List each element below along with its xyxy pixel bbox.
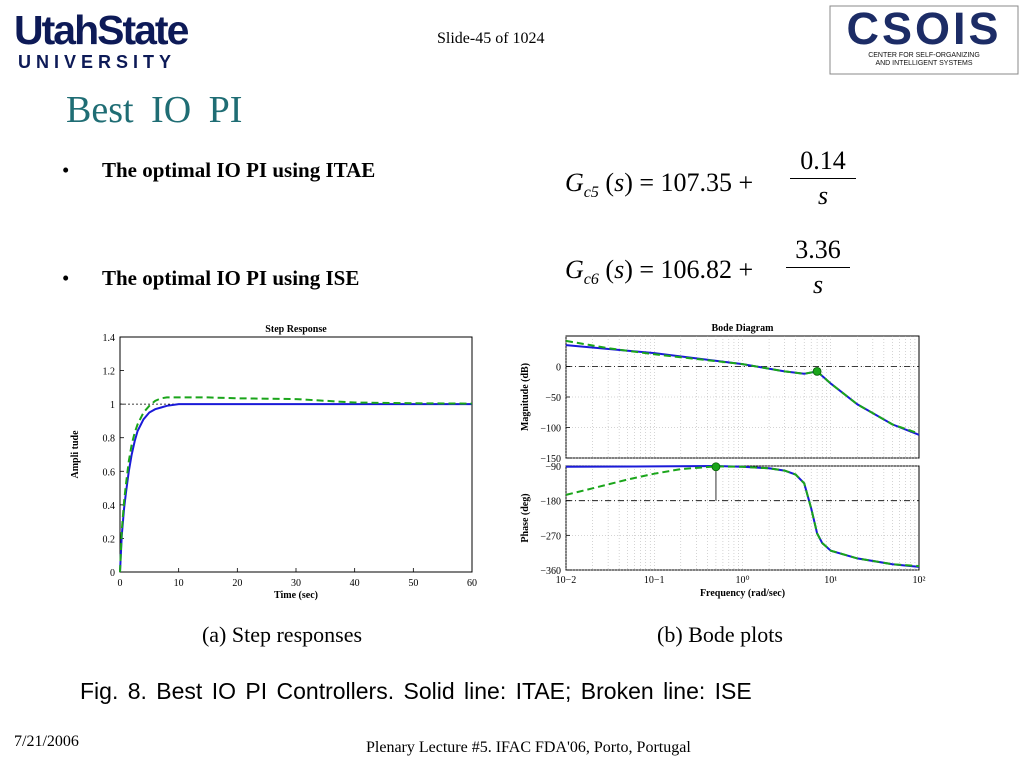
equation-ise-fraction: 3.36 s [786, 235, 850, 300]
series-ise-line [119, 396, 473, 573]
csois-logo-frame [829, 5, 1019, 75]
y-tick-label: 0.4 [103, 501, 116, 512]
footer-date: 7/21/2006 [14, 733, 79, 750]
logo-wordmark-top: UtahState [14, 7, 189, 53]
eq-g: G [565, 168, 584, 197]
margin-marker [812, 366, 822, 376]
bullet-text: The optimal IO PI using ISE [102, 266, 360, 290]
csois-wordmark: CSOIS [846, 3, 1002, 54]
eq-denominator: s [812, 270, 824, 299]
y-tick-label: 0 [110, 568, 115, 579]
y-tick-label: 0.8 [103, 434, 116, 445]
bode-magnitude-chart: −150 −100 −50 0 Bode Diagram Magnitude (dB) [520, 323, 920, 465]
y-tick-label: 1.4 [103, 333, 116, 344]
x-axis-label: Time (sec) [274, 590, 318, 601]
y-tick-label: −150 [540, 454, 561, 465]
figure-charts: 0 0.2 0.4 0.6 0.8 1 1.2 1.4 0 10 20 30 40 50 60 Step Re… [70, 323, 926, 647]
x-tick-label: 40 [350, 578, 360, 589]
y-tick-label: −50 [545, 393, 561, 404]
eq-denominator: s [817, 181, 829, 210]
series-ise-line [565, 465, 920, 568]
footer-text: Plenary Lecture #5. IFAC FDA'06, Porto, … [366, 739, 691, 756]
step-response-chart: 0 0.2 0.4 0.6 0.8 1 1.2 1.4 0 10 20 30 40 50 60 Step Re… [70, 324, 477, 647]
x-tick-label: 30 [291, 578, 301, 589]
margin-marker [711, 462, 721, 472]
eq-subscript: c5 [583, 184, 599, 202]
y-tick-label: −100 [540, 424, 561, 435]
csois-logo: CSOIS CENTER FOR SELF-ORGANIZING AND INT… [828, 4, 1020, 76]
y-tick-label: −90 [545, 462, 561, 473]
bullet-dot: • [62, 266, 70, 290]
bode-phase-chart: −360 −270 −180 −90 10−2 10−1 10⁰ 10¹ 10² Frequenc… [520, 462, 926, 647]
y-tick-label: −180 [540, 497, 561, 508]
x-tick-label: 50 [408, 578, 418, 589]
bullet-dot: • [62, 158, 70, 182]
eq-constant: 106.82 [660, 255, 733, 284]
x-tick-label: 0 [118, 578, 123, 589]
y-tick-label: 0.2 [103, 534, 116, 545]
y-axis-label: Magnitude (dB) [520, 363, 531, 431]
series-ise-line [565, 339, 920, 435]
x-tick-label: 10⁰ [735, 575, 749, 586]
x-tick-label: 10² [913, 575, 926, 586]
x-tick-label: 10¹ [824, 575, 837, 586]
eq-constant: 107.35 [660, 168, 733, 197]
eq-numerator: 0.14 [790, 146, 856, 179]
bullet-itae: • The optimal IO PI using ITAE [62, 158, 376, 183]
x-tick-label: 60 [467, 578, 477, 589]
y-axis-label: Phase (deg) [520, 493, 531, 542]
y-tick-label: −270 [540, 531, 561, 542]
y-tick-label: 1.2 [103, 367, 116, 378]
slide-number: Slide-45 of 1024 [437, 30, 545, 47]
y-tick-label: 1 [110, 400, 115, 411]
csois-subtitle-line1: CENTER FOR SELF-ORGANIZING [868, 52, 980, 59]
y-tick-label: −360 [540, 566, 561, 577]
eq-numerator: 3.36 [786, 235, 850, 268]
csois-subtitle-line2: AND INTELLIGENT SYSTEMS [875, 60, 973, 67]
equation-itae: Gc5 (s) = 107.35 + [565, 168, 754, 202]
x-tick-label: 20 [232, 578, 242, 589]
figure-caption: Fig. 8. Best IO PI Controllers. Solid li… [80, 678, 752, 704]
x-tick-label: 10−2 [556, 575, 577, 586]
bullet-text: The optimal IO PI using ITAE [102, 158, 376, 182]
equation-itae-fraction: 0.14 s [790, 146, 856, 211]
logo-wordmark-bottom: UNIVERSITY [18, 52, 177, 72]
equation-ise: Gc6 (s) = 106.82 + [565, 255, 754, 289]
chart-title: Bode Diagram [712, 323, 775, 334]
chart-title: Step Response [265, 324, 327, 335]
subfigure-caption: (b) Bode plots [657, 622, 783, 647]
y-tick-label: 0.6 [103, 467, 116, 478]
eq-s: s [614, 255, 625, 284]
y-axis-label: Ampli tude [70, 430, 81, 479]
eq-s: s [614, 168, 625, 197]
x-tick-label: 10 [174, 578, 184, 589]
plot-frame [119, 336, 473, 573]
x-tick-label: 10−1 [644, 575, 665, 586]
utah-state-logo: UtahState UNIVERSITY [14, 8, 204, 74]
csois-subtitle: CENTER FOR SELF-ORGANIZING AND INTELLIGE… [828, 52, 1020, 68]
bullet-ise: • The optimal IO PI using ISE [62, 266, 360, 291]
x-axis-label: Frequency (rad/sec) [700, 588, 785, 599]
eq-g: G [565, 255, 584, 284]
slide-title: Best IO PI [66, 89, 243, 131]
subfigure-caption: (a) Step responses [202, 622, 362, 647]
y-tick-label: 0 [556, 363, 561, 374]
eq-subscript: c6 [583, 271, 599, 289]
